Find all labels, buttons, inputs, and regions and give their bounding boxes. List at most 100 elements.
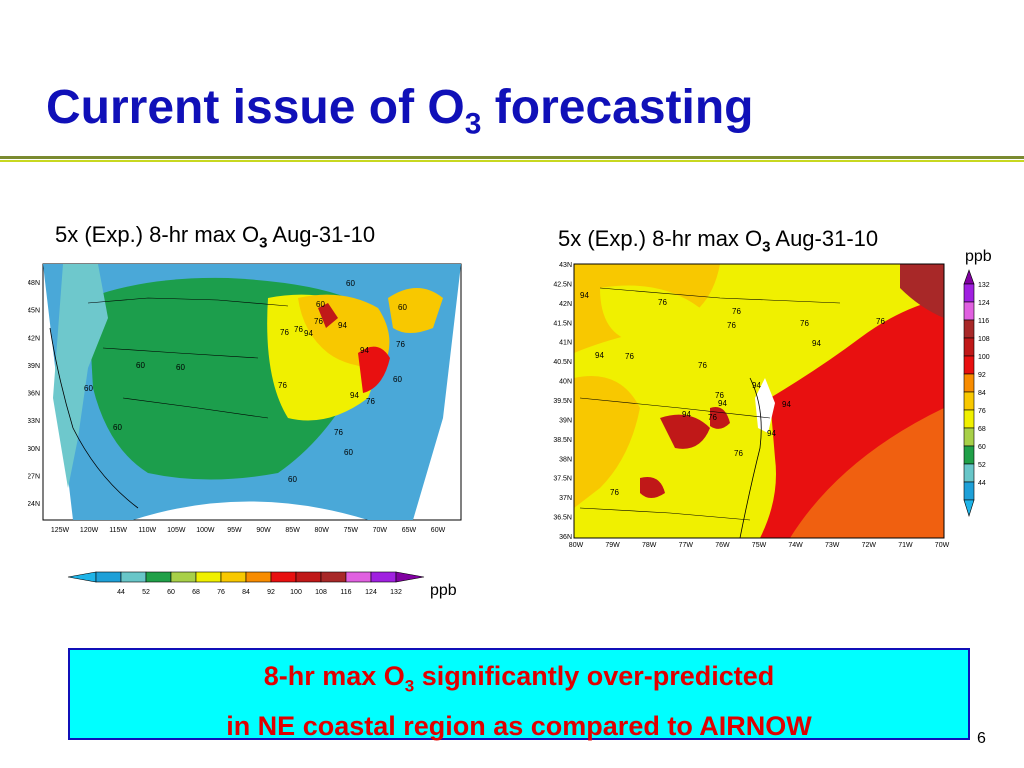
right-contour-label: 76 xyxy=(610,488,619,497)
colorbar-level-label: 52 xyxy=(142,589,150,596)
vcolorbar-level-label: 124 xyxy=(978,300,990,307)
vcolorbar-swatch xyxy=(963,355,975,375)
colorbar-swatch xyxy=(270,571,297,583)
left-lon-tick-label: 110W xyxy=(138,527,156,534)
right-caption-sub: 3 xyxy=(762,238,771,256)
right-ozone-map: 76 76 76 76 94 76 94 76 76 94 76 94 94 9… xyxy=(553,262,950,549)
vcolorbar-swatch xyxy=(963,319,975,339)
left-contour-label: 94 xyxy=(338,321,347,330)
callout-line1-tail: significantly over-predicted xyxy=(414,661,775,691)
left-contour-label: 60 xyxy=(113,423,122,432)
right-contour-label: 76 xyxy=(625,352,634,361)
right-lon-tick-label: 77W xyxy=(679,542,694,549)
left-contour-label: 60 xyxy=(176,363,185,372)
colorbar-swatch xyxy=(120,571,147,583)
left-lat-ticks: 48N 45N 42N 39N 36N 33N 30N 27N 24N xyxy=(28,280,40,508)
colorbar-swatch xyxy=(170,571,197,583)
colorbar-swatch xyxy=(345,571,372,583)
right-lat-tick-label: 36N xyxy=(559,534,572,541)
left-state-borders xyxy=(87,297,289,419)
right-lat-ticks: 43N 42.5N 42N 41.5N 41N 40.5N 40N 39.5N 39N 38.5N… xyxy=(553,262,572,541)
left-contour-label: 60 xyxy=(398,303,407,312)
right-contour-label: 94 xyxy=(718,399,727,408)
left-contour-label: 76 xyxy=(314,317,323,326)
right-lon-tick-label: 72W xyxy=(862,542,877,549)
colorbar-level-label: 124 xyxy=(365,589,377,596)
colorbar-high-cap xyxy=(395,571,425,583)
colorbar-level-label: 68 xyxy=(192,589,200,596)
left-lat-tick-label: 39N xyxy=(28,363,40,370)
vcolorbar-level-label: 108 xyxy=(978,336,990,343)
right-lon-ticks: 80W 79W 78W 77W 76W 75W 74W 73W 72W 71W 70W xyxy=(569,542,950,549)
colorbar-low-cap xyxy=(67,571,97,583)
right-lat-tick-label: 37N xyxy=(559,495,572,502)
right-lon-tick-label: 78W xyxy=(642,542,657,549)
left-lat-tick-label: 24N xyxy=(28,501,40,508)
title-rule-bottom xyxy=(0,160,1024,162)
left-contour-label: 60 xyxy=(316,300,325,309)
left-contour-label: 76 xyxy=(334,428,343,437)
left-region-northeast xyxy=(388,288,443,333)
right-region-dark-red-ne xyxy=(900,264,944,318)
right-coastline xyxy=(739,377,762,538)
right-region-orange-west xyxy=(574,376,640,508)
vcolorbar-level-label: 132 xyxy=(978,282,990,289)
vcolorbar-high-cap xyxy=(963,269,975,285)
right-colorbar: 132 124 116 108 100 92 84 76 68 60 52 44 xyxy=(963,269,990,518)
left-contour-labels: 60 60 60 60 60 60 76 76 76 94 94 94 76 6… xyxy=(84,279,407,484)
left-lon-tick-label: 105W xyxy=(167,527,186,534)
left-contour-label: 60 xyxy=(346,279,355,288)
right-lat-tick-label: 42N xyxy=(559,301,572,308)
right-lat-tick-label: 41N xyxy=(559,340,572,347)
left-lat-tick-label: 36N xyxy=(28,391,40,398)
left-lon-tick-label: 115W xyxy=(109,527,127,534)
right-contour-label: 94 xyxy=(682,410,691,419)
left-contour-label: 94 xyxy=(350,391,359,400)
colorbar-level-label: 100 xyxy=(290,589,302,596)
vcolorbar-level-label: 100 xyxy=(978,354,990,361)
right-lat-tick-label: 36.5N xyxy=(553,515,572,522)
left-contour-label: 60 xyxy=(393,375,402,384)
right-contour-label: 76 xyxy=(708,413,717,422)
right-lon-tick-label: 79W xyxy=(605,542,620,549)
right-region-hotspot-3 xyxy=(640,477,665,498)
left-lon-tick-label: 80W xyxy=(314,527,329,534)
colorbar-level-label: 60 xyxy=(167,589,175,596)
right-contour-label: 94 xyxy=(580,291,589,300)
left-contour-label: 60 xyxy=(344,448,353,457)
left-contour-label: 60 xyxy=(136,361,145,370)
right-region-orange-ocean xyxy=(790,408,944,538)
vcolorbar-swatch xyxy=(963,373,975,393)
right-panel-caption: 5x (Exp.) 8-hr max O3 Aug-31-10 xyxy=(558,226,878,255)
vcolorbar-swatch xyxy=(963,481,975,501)
right-lat-tick-label: 39.5N xyxy=(553,398,572,405)
left-ozone-map: 60 60 60 60 60 60 76 76 76 94 94 94 76 6… xyxy=(28,263,462,534)
left-lat-tick-label: 48N xyxy=(28,280,40,287)
slide-title: Current issue of O3 forecasting xyxy=(46,80,753,142)
right-contour-label: 76 xyxy=(658,298,667,307)
left-lat-tick-label: 27N xyxy=(28,473,40,480)
right-contour-label: 76 xyxy=(734,449,743,458)
right-colorbar-unit: ppb xyxy=(965,248,992,265)
callout-line1-sub: 3 xyxy=(404,676,415,696)
left-contour-label: 76 xyxy=(366,397,375,406)
right-lat-tick-label: 40.5N xyxy=(553,359,572,366)
right-contour-label: 94 xyxy=(782,400,791,409)
colorbar-swatch xyxy=(295,571,322,583)
right-map-frame xyxy=(573,263,945,539)
vcolorbar-level-label: 116 xyxy=(978,318,989,325)
vcolorbar-level-label: 60 xyxy=(978,444,986,451)
left-lat-tick-label: 33N xyxy=(28,418,40,425)
left-colorbar: 44 52 60 68 76 84 92 100 108 116 124 132 xyxy=(67,571,425,596)
colorbar-swatch xyxy=(95,571,122,583)
right-state-borders xyxy=(579,287,841,521)
left-lon-ticks: 125W 120W 115W 110W 105W 100W 95W 90W 85W 80W 75W 7… xyxy=(51,527,446,534)
callout-line-1: 8-hr max O3 significantly over-predicted xyxy=(70,656,968,706)
left-caption-sub: 3 xyxy=(259,234,268,252)
left-caption-main: 5x (Exp.) 8-hr max O xyxy=(55,222,260,247)
right-lat-tick-label: 37.5N xyxy=(553,476,572,483)
colorbar-level-label: 132 xyxy=(390,589,402,596)
right-lat-tick-label: 41.5N xyxy=(553,320,572,327)
left-lat-tick-label: 30N xyxy=(28,446,40,453)
left-lon-tick-label: 90W xyxy=(256,527,271,534)
